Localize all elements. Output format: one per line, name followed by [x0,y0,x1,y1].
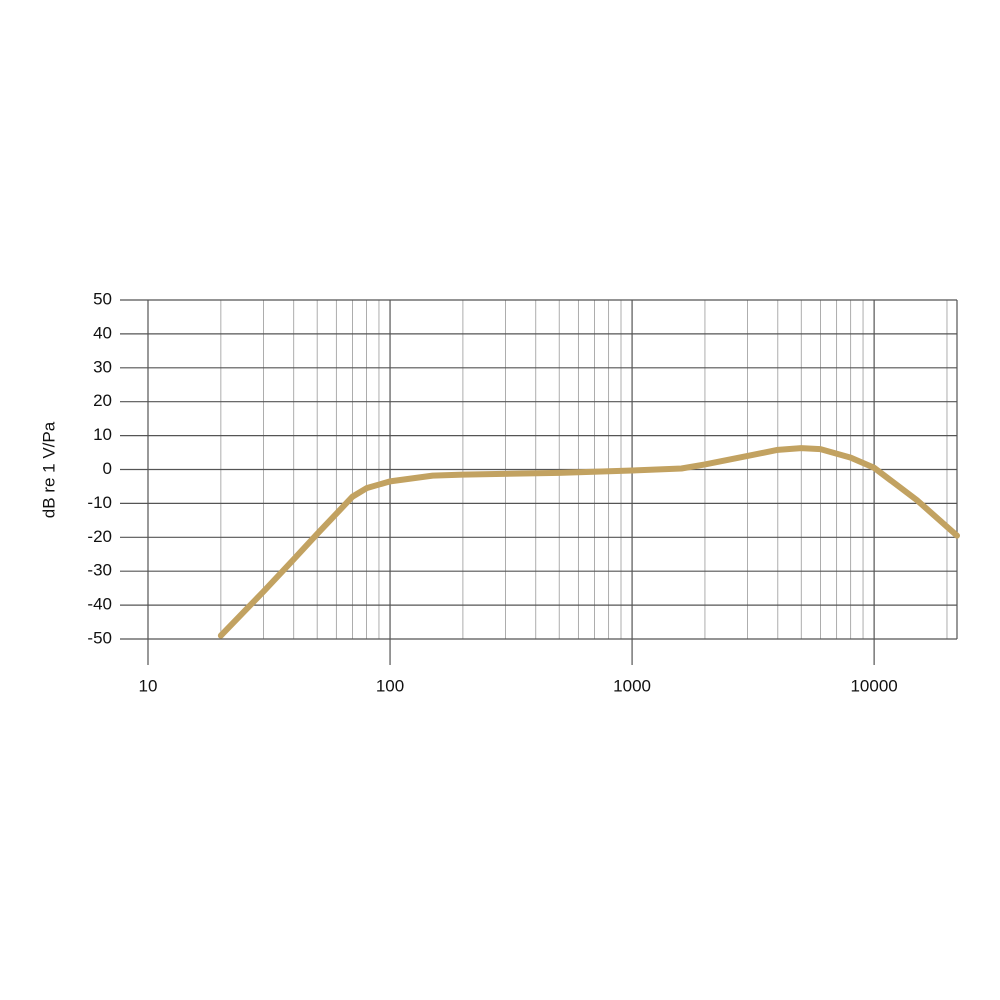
response-line [217,445,960,639]
x-tick-label: 10 [139,676,158,695]
y-axis-label: dB re 1 V/Pa [39,421,58,518]
y-tick-label: 20 [93,391,112,410]
y-tick-label: 50 [93,289,112,308]
x-tick-label: 1000 [613,676,651,695]
y-tick-label: -20 [87,527,112,546]
x-tick-label: 100 [376,676,404,695]
y-tick-label: -30 [87,561,112,580]
y-tick-label: -10 [87,493,112,512]
y-tick-label: 10 [93,425,112,444]
y-tick-label: 0 [103,459,112,478]
y-tick-label: 40 [93,323,112,342]
y-tick-label: -50 [87,628,112,647]
x-tick-label: 10000 [850,676,897,695]
y-tick-label: 30 [93,357,112,376]
y-tick-label: -40 [87,595,112,614]
